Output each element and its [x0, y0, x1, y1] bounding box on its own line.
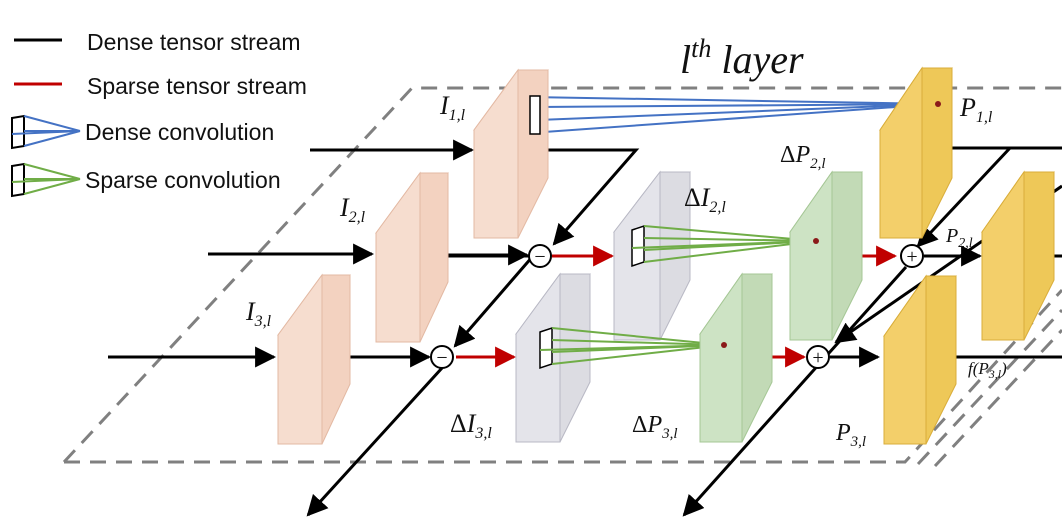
dense-convolution-fan [529, 96, 939, 134]
delta-pred-slab-2 [789, 170, 863, 341]
label-dI2: ΔI2,l [684, 183, 726, 216]
input-slab-1 [473, 68, 549, 239]
pred-slab-2 [981, 170, 1055, 341]
label-P2: P2,l [945, 225, 973, 251]
svg-text:+: + [906, 246, 917, 268]
minus-operator-3: − [430, 345, 454, 369]
input-slab-2 [375, 171, 449, 343]
layer-title: lth layer [680, 34, 804, 82]
diff-slab-2 [612, 170, 692, 341]
label-dI3: ΔI3,l [450, 409, 492, 442]
plus-operator-2: + [900, 244, 924, 268]
legend: Dense tensor stream Sparse tensor stream… [11, 29, 307, 198]
label-I1: I1,l [439, 91, 466, 124]
input-slab-3 [277, 273, 351, 445]
legend-sparse-stream: Sparse tensor stream [87, 73, 307, 99]
layer-plane [62, 86, 1062, 468]
svg-text:−: − [436, 347, 447, 369]
label-dP2: ΔP2,l [780, 142, 826, 172]
label-P1: P1,l [959, 93, 993, 126]
sparse-convolution-fan-3 [539, 327, 725, 365]
minus-operator-2: − [528, 244, 552, 268]
sparse-convolution-fan-2 [631, 225, 817, 263]
label-P3: P3,l [835, 420, 866, 450]
svg-text:−: − [534, 246, 545, 268]
legend-dense-conv: Dense convolution [85, 119, 274, 145]
label-dP3: ΔP3,l [632, 412, 678, 442]
svg-text:+: + [812, 347, 823, 369]
diff-slab-3 [515, 272, 591, 443]
sparse-convolution-icon [11, 162, 81, 198]
plus-operator-3: + [806, 345, 830, 369]
dense-convolution-icon [11, 114, 81, 150]
legend-dense-stream: Dense tensor stream [87, 29, 300, 55]
delta-pred-slab-3 [699, 272, 773, 443]
pred-slab-3 [883, 274, 957, 445]
pred-slab-1 [879, 66, 953, 239]
label-I3: I3,l [245, 297, 272, 330]
legend-sparse-conv: Sparse convolution [85, 167, 281, 193]
label-fP3: f(P3,l) [968, 359, 1007, 381]
label-I2: I2,l [339, 193, 366, 226]
